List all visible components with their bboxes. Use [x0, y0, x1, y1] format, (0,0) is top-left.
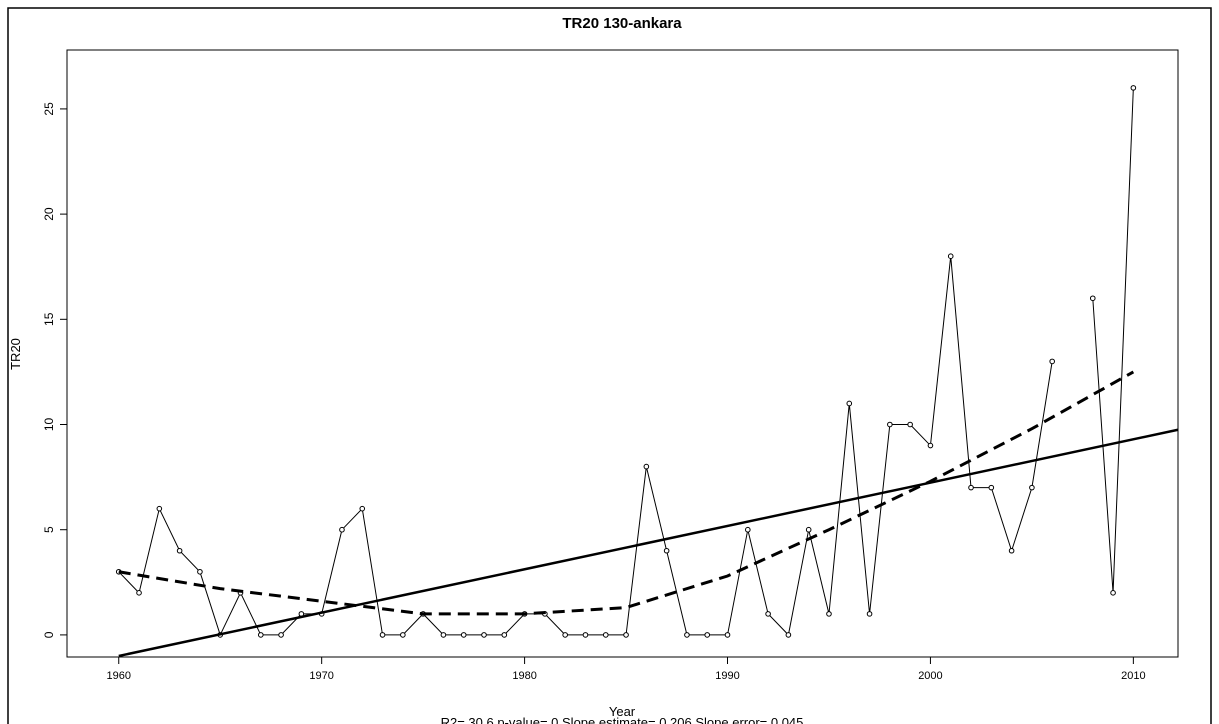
x-axis-label: Year: [609, 704, 636, 719]
data-point: [663, 547, 670, 554]
data-point: [176, 547, 183, 554]
x-tick-label: 1970: [309, 670, 333, 682]
x-tick-label: 1990: [715, 670, 739, 682]
data-point: [440, 632, 447, 638]
y-tick-label: 5: [42, 526, 56, 533]
data-point: [257, 632, 264, 638]
data-point: [156, 505, 163, 512]
data-point: [887, 421, 893, 428]
data-point: [704, 632, 711, 638]
data-point: [805, 526, 812, 533]
y-tick-label: 0: [42, 631, 56, 638]
x-tick-label: 2000: [918, 670, 942, 682]
data-point: [136, 590, 142, 596]
data-point: [400, 632, 406, 638]
data-point: [826, 611, 832, 617]
data-point: [582, 632, 589, 638]
data-point: [501, 632, 508, 638]
data-point: [460, 632, 467, 638]
series-line: [118, 87, 1134, 637]
y-axis-label: TR20: [8, 338, 23, 370]
data-point: [1110, 590, 1116, 596]
y-tick-label: 20: [42, 207, 56, 221]
data-point: [947, 253, 954, 259]
data-point: [359, 505, 366, 512]
series-line: [118, 428, 1179, 658]
data-point: [602, 632, 609, 638]
y-tick-label: 15: [42, 312, 56, 326]
data-point: [1008, 547, 1015, 554]
data-point: [481, 632, 487, 638]
data-point: [684, 632, 690, 638]
data-point: [1029, 484, 1035, 491]
x-tick-label: 1960: [107, 670, 131, 682]
data-point: [785, 632, 792, 638]
data-point: [278, 632, 284, 638]
data-point: [1130, 85, 1137, 91]
data-point: [623, 632, 629, 638]
y-tick-label: 25: [42, 102, 56, 116]
data-point: [866, 611, 873, 617]
data-point: [339, 526, 345, 533]
data-point: [988, 484, 995, 491]
data-point: [927, 442, 934, 449]
y-tick-label: 10: [42, 418, 56, 432]
data-point: [745, 526, 751, 533]
subtitle: R2= 30.6 p-value= 0 Slope estimate= 0.20…: [441, 715, 804, 724]
outer-frame: [7, 7, 1212, 724]
data-point: [846, 400, 853, 407]
x-tick-label: 1980: [512, 670, 536, 682]
data-point: [968, 484, 974, 491]
data-point: [643, 463, 650, 470]
data-point: [197, 568, 203, 575]
x-tick-label: 2010: [1121, 670, 1145, 682]
data-point: [1049, 358, 1055, 365]
plot-frame: [66, 49, 1179, 658]
data-point: [907, 421, 913, 428]
data-point: [562, 632, 568, 638]
data-point: [379, 632, 386, 638]
data-point: [724, 632, 731, 638]
data-point: [765, 611, 771, 617]
series-line: [118, 370, 1135, 616]
chart-title: TR20 130-ankara: [562, 15, 682, 32]
data-point: [1089, 295, 1096, 302]
